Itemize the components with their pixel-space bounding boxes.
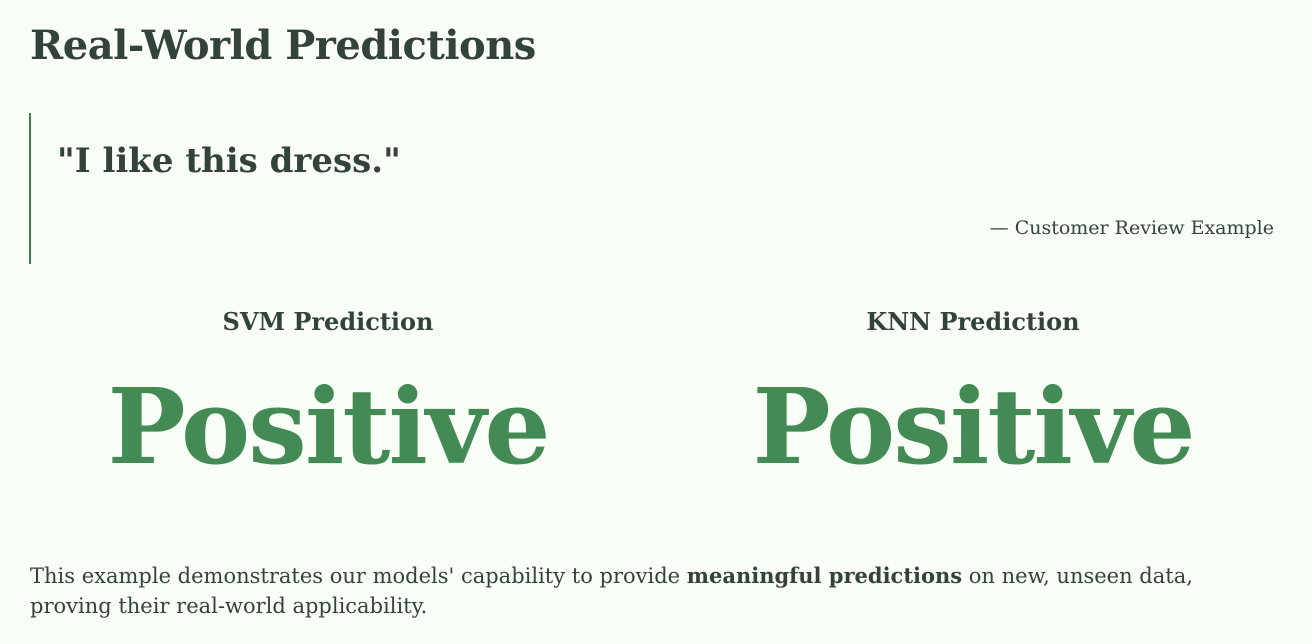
quote-text: "I like this dress.": [57, 141, 401, 181]
svm-prediction-label: SVM Prediction: [222, 307, 434, 336]
summary-prefix: This example demonstrates our models' ca…: [30, 564, 687, 588]
knn-prediction-panel: KNN Prediction Positive: [673, 305, 1273, 487]
page-title: Real-World Predictions: [30, 22, 536, 69]
summary-paragraph: This example demonstrates our models' ca…: [30, 561, 1280, 621]
summary-suffix: on new, unseen data, proving their real-…: [30, 564, 1193, 618]
svm-prediction-panel: SVM Prediction Positive: [28, 305, 628, 487]
summary-emphasis: meaningful predictions: [686, 563, 963, 588]
quote-attribution: — Customer Review Example: [989, 217, 1274, 239]
quote-block: "I like this dress." — Customer Review E…: [29, 113, 1274, 264]
knn-prediction-label: KNN Prediction: [866, 307, 1080, 336]
svm-prediction-result: Positive: [107, 365, 551, 488]
knn-prediction-result: Positive: [752, 365, 1196, 488]
